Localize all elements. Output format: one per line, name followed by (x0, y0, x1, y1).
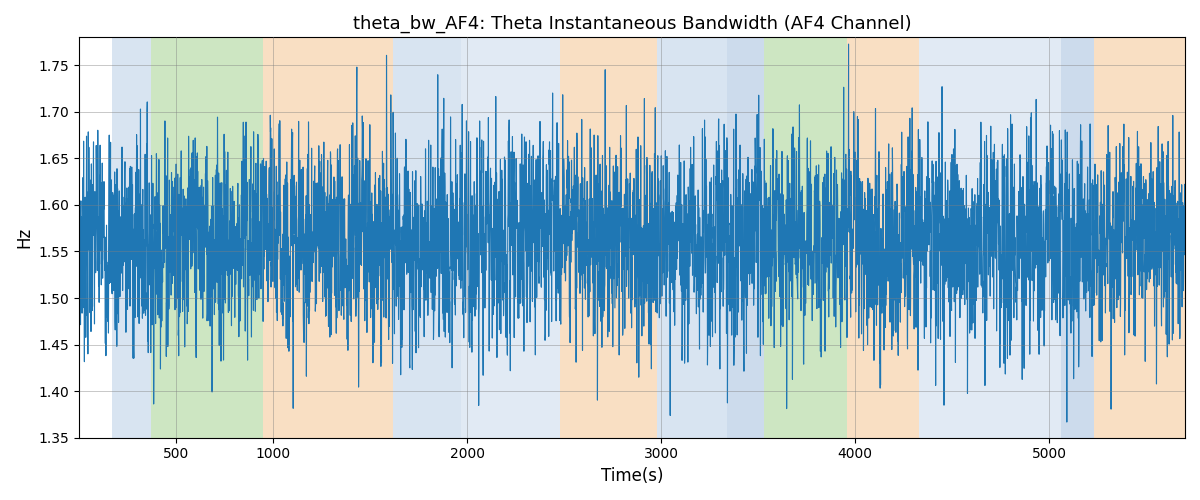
Bar (1094, 38, 1186, 438)
Bar (919, 38, 1061, 438)
Bar (847, 38, 919, 438)
Y-axis label: Hz: Hz (14, 227, 32, 248)
Bar (764, 38, 847, 438)
Bar (461, 38, 560, 438)
Bar (727, 38, 764, 438)
Bar (1061, 38, 1094, 438)
X-axis label: Time(s): Time(s) (601, 467, 664, 485)
Bar (264, 38, 394, 438)
Bar (658, 38, 727, 438)
Bar (394, 38, 461, 438)
Bar (112, 38, 151, 438)
Bar (560, 38, 658, 438)
Bar (151, 38, 264, 438)
Title: theta_bw_AF4: Theta Instantaneous Bandwidth (AF4 Channel): theta_bw_AF4: Theta Instantaneous Bandwi… (353, 15, 911, 34)
